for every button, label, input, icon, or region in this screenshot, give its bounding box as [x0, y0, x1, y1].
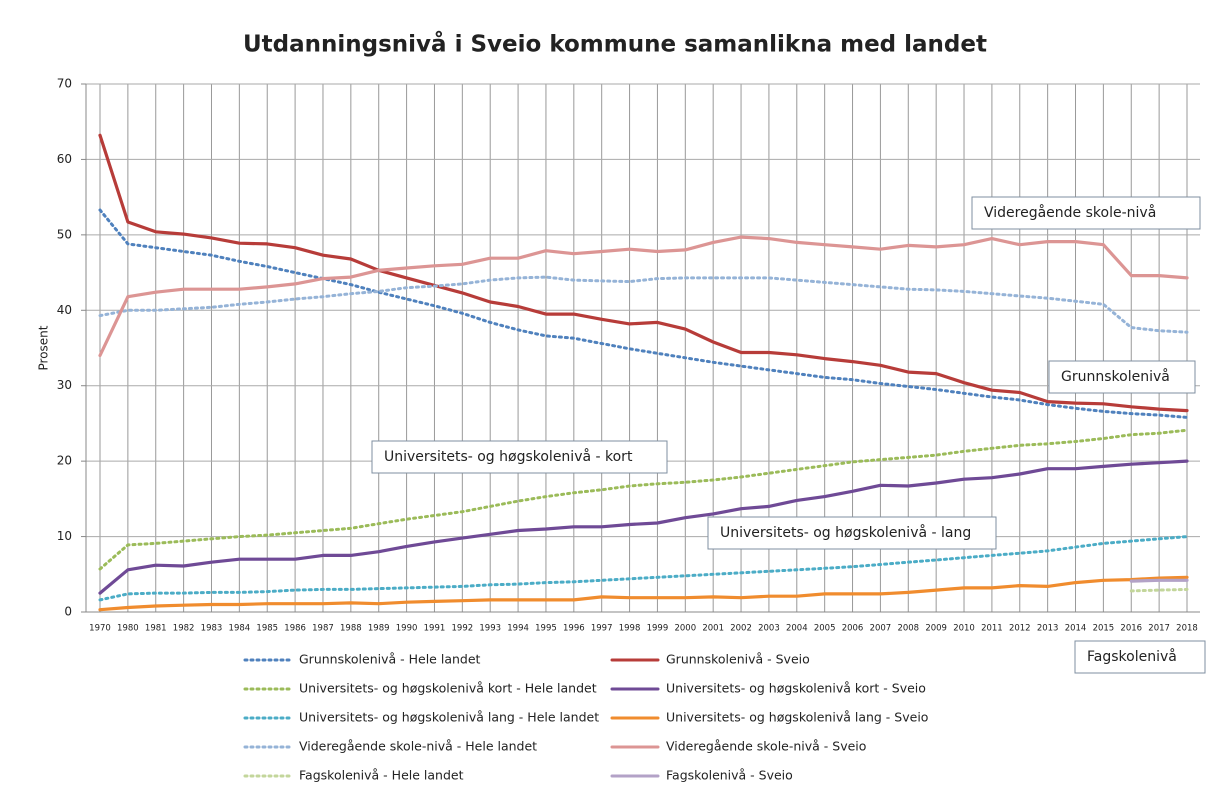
x-tick-label: 2003: [758, 624, 780, 634]
x-tick-label: 2016: [1120, 624, 1142, 634]
x-tick-label: 2001: [702, 624, 724, 634]
y-tick-label: 20: [57, 454, 72, 468]
annotation-box: [1074, 640, 1206, 674]
x-tick-label: 2009: [925, 624, 947, 634]
legend-label: Fagskolenivå - Sveio: [666, 768, 793, 783]
series-line: [98, 208, 1189, 419]
x-tick-label: 1989: [368, 624, 390, 634]
x-tick-label: 2005: [814, 624, 836, 634]
legend-label: Universitets- og høgskolenivå kort - Sve…: [666, 681, 926, 696]
x-tick-label: 1988: [340, 624, 362, 634]
x-tick-label: 2008: [897, 624, 919, 634]
x-tick-label: 2007: [870, 624, 892, 634]
x-tick-label: 1999: [647, 624, 669, 634]
x-tick-label: 2018: [1176, 624, 1198, 634]
legend-label: Grunnskolenivå - Hele landet: [299, 652, 481, 667]
x-tick-label: 1992: [452, 624, 474, 634]
series-line: [1129, 587, 1189, 593]
annotation-box: [1048, 360, 1196, 394]
x-tick-label: 1986: [284, 624, 306, 634]
x-tick-label: 1982: [173, 624, 195, 634]
series-line: [1129, 578, 1189, 583]
series-line: [98, 235, 1189, 358]
x-tick-label: 1987: [312, 624, 334, 634]
x-tick-label: 2014: [1065, 624, 1087, 634]
y-axis-label: Prosent: [37, 325, 51, 370]
x-tick-label: 1993: [479, 624, 501, 634]
series-line: [98, 428, 1189, 571]
annotation: Fagskolenivå: [1087, 648, 1177, 665]
y-tick-label: 0: [64, 605, 72, 619]
x-tick-label: 1981: [145, 624, 167, 634]
x-tick-label: 2006: [842, 624, 864, 634]
x-tick-label: 1984: [229, 624, 251, 634]
x-tick-label: 2012: [1009, 624, 1031, 634]
y-tick-label: 10: [57, 529, 72, 543]
x-tick-label: 1983: [201, 624, 223, 634]
annotation: Universitets- og høgskolenivå - lang: [720, 524, 971, 541]
x-tick-label: 1997: [591, 624, 613, 634]
series-line: [98, 535, 1189, 602]
x-tick-label: 2010: [953, 624, 975, 634]
legend-label: Videregående skole-nivå - Sveio: [666, 739, 866, 754]
annotation-box: [971, 196, 1201, 230]
series-line: [98, 275, 1189, 334]
y-tick-label: 40: [57, 303, 72, 317]
x-tick-label: 1998: [619, 624, 641, 634]
annotation: Universitets- og høgskolenivå - kort: [384, 448, 633, 465]
y-tick-label: 60: [57, 152, 72, 166]
x-tick-label: 1980: [117, 624, 139, 634]
y-tick-label: 30: [57, 378, 72, 392]
legend-label: Universitets- og høgskolenivå lang - Hel…: [299, 710, 599, 725]
x-tick-label: 1985: [256, 624, 278, 634]
x-tick-label: 2004: [786, 624, 808, 634]
x-tick-label: 2017: [1148, 624, 1170, 634]
legend-label: Videregående skole-nivå - Hele landet: [299, 739, 537, 754]
x-tick-label: 2002: [730, 624, 752, 634]
annotation-box: [707, 516, 997, 550]
chart-title: Utdanningsnivå i Sveio kommune samanlikn…: [243, 31, 987, 58]
x-tick-label: 2011: [981, 624, 1003, 634]
x-tick-label: 1991: [424, 624, 446, 634]
annotation-box: [371, 440, 668, 474]
x-tick-label: 1990: [396, 624, 418, 634]
annotation: Videregående skole-nivå: [984, 204, 1156, 221]
legend-label: Universitets- og høgskolenivå kort - Hel…: [299, 681, 597, 696]
x-tick-label: 2013: [1037, 624, 1059, 634]
legend-label: Grunnskolenivå - Sveio: [666, 652, 810, 667]
series-line: [98, 575, 1189, 612]
y-tick-label: 50: [57, 227, 72, 241]
x-tick-label: 2015: [1093, 624, 1115, 634]
annotation: Grunnskolenivå: [1061, 368, 1170, 385]
y-tick-label: 70: [57, 77, 72, 91]
x-tick-label: 1995: [535, 624, 557, 634]
legend-label: Universitets- og høgskolenivå lang - Sve…: [666, 710, 928, 725]
legend-label: Fagskolenivå - Hele landet: [299, 768, 464, 783]
series-line: [98, 459, 1189, 595]
series-line: [98, 133, 1189, 413]
x-tick-label: 2000: [674, 624, 696, 634]
x-tick-label: 1996: [563, 624, 585, 634]
x-tick-label: 1970: [89, 624, 111, 634]
x-tick-label: 1994: [507, 624, 529, 634]
